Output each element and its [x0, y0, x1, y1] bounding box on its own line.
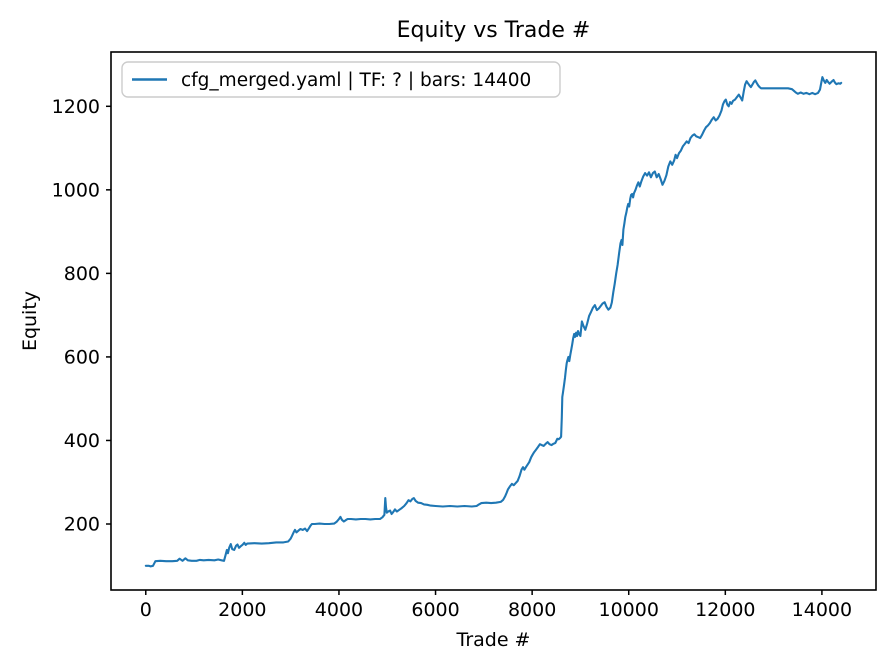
x-tick-label: 4000 [315, 599, 363, 621]
y-tick-label: 1200 [52, 96, 100, 118]
chart-title: Equity vs Trade # [397, 18, 591, 43]
x-tick-label: 8000 [508, 599, 556, 621]
x-tick-label: 10000 [599, 599, 659, 621]
y-tick-label: 800 [64, 263, 100, 285]
x-tick-label: 2000 [218, 599, 266, 621]
x-axis-label: Trade # [456, 629, 531, 651]
plot-area [110, 51, 877, 591]
legend: cfg_merged.yaml | TF: ? | bars: 14400 [121, 61, 561, 98]
equity-curve-line [144, 76, 843, 568]
x-tick-label: 6000 [411, 599, 459, 621]
y-tick-label: 200 [64, 514, 100, 536]
y-tick-label: 1000 [52, 179, 100, 201]
y-tick-label: 400 [64, 430, 100, 452]
y-tick-label: 600 [64, 346, 100, 368]
axis-ticks: 0 2000 4000 6000 8000 10000 12000 14000 200 400 60… [52, 96, 852, 621]
x-tick-label: 12000 [695, 599, 755, 621]
legend-label: cfg_merged.yaml | TF: ? | bars: 14400 [181, 70, 531, 91]
legend-box [121, 61, 561, 98]
x-tick-label: 0 [140, 599, 152, 621]
x-tick-label: 14000 [792, 599, 852, 621]
series-group [144, 76, 843, 568]
y-axis-label: Equity [19, 291, 41, 351]
